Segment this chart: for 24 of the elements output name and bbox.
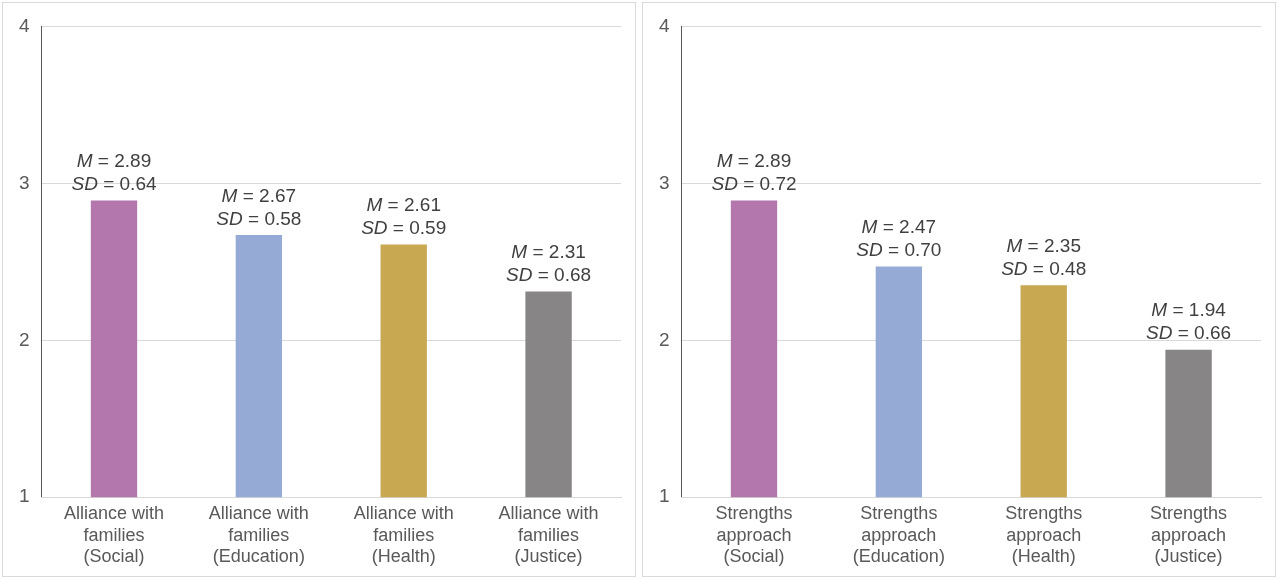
y-tick-label: 2 [18, 328, 30, 350]
data-label: M = 2.47 SD = 0.70 [856, 216, 942, 261]
x-tick-label: Strengths approach (Health) [1005, 502, 1083, 567]
x-tick-label: Alliance with families (Education) [208, 502, 309, 567]
x-tick-label: Strengths approach (Social) [715, 502, 793, 567]
x-tick-label: Strengths approach (Justice) [1150, 502, 1228, 567]
y-tick-label: 3 [658, 171, 670, 193]
x-tick-label: Strengths approach (Education) [852, 502, 945, 567]
y-tick-label: 1 [18, 485, 30, 507]
data-label: M = 2.31 SD = 0.68 [506, 241, 592, 286]
y-tick-label: 4 [658, 14, 670, 36]
data-label: M = 2.89 SD = 0.72 [711, 150, 797, 195]
data-label: M = 2.67 SD = 0.58 [216, 184, 302, 229]
x-tick-label: Alliance with families (Justice) [498, 502, 599, 567]
y-tick-label: 1 [658, 485, 670, 507]
data-label: M = 2.89 SD = 0.64 [71, 150, 157, 195]
data-label: M = 1.94 SD = 0.66 [1146, 299, 1232, 344]
data-label: M = 2.35 SD = 0.48 [1001, 235, 1087, 280]
x-tick-label: Alliance with families (Health) [353, 502, 454, 567]
y-tick-label: 3 [18, 171, 30, 193]
y-tick-label: 4 [18, 14, 30, 36]
data-label: M = 2.61 SD = 0.59 [361, 194, 447, 239]
x-tick-label: Alliance with families (Social) [63, 502, 165, 567]
y-tick-label: 2 [658, 328, 670, 350]
